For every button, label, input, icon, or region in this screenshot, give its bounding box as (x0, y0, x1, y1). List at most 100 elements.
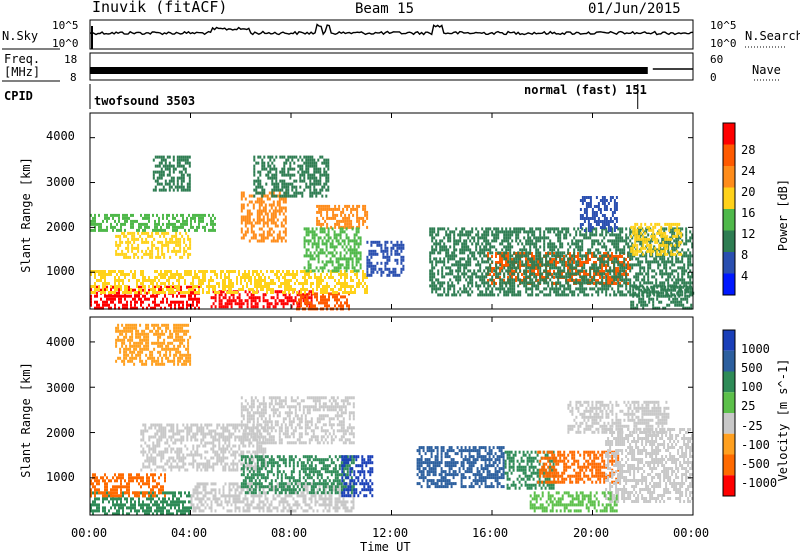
noise-sky-line (89, 23, 694, 36)
x-tick-label-4: 16:00 (472, 526, 509, 540)
x-tick-label-3: 12:00 (372, 526, 409, 540)
power-y-tick-4000: 4000 (46, 129, 75, 143)
power-colorbar-swatch-2 (723, 230, 735, 252)
velocity-region-8 (504, 450, 557, 490)
power-region-15 (366, 240, 405, 277)
velocity-cbar-tick-1: 500 (741, 361, 763, 375)
velocity-data-cells (90, 323, 694, 516)
freq-band (90, 67, 648, 74)
noise-search-label: N.Search (745, 29, 800, 43)
x-tick-label-5: 20:00 (573, 526, 610, 540)
power-region-9 (253, 155, 330, 198)
freq-left-tick-top: 18 (64, 53, 78, 66)
power-colorbar-swatch-0 (723, 273, 735, 295)
beam-title: Beam 15 (355, 1, 415, 17)
power-colorbar-frame (722, 122, 736, 296)
power-region-5 (240, 191, 287, 243)
x-tick-label-6: 00:00 (673, 526, 710, 540)
cpid-mode-1: twofsound 3503 (94, 94, 196, 108)
velocity-region-13 (529, 491, 618, 513)
velocity-colorbar-swatch-7 (723, 475, 735, 496)
velocity-cbar-tick-3: 25 (741, 399, 756, 413)
velocity-cbar-tick-6: -500 (741, 457, 770, 471)
power-region-7 (90, 213, 216, 232)
noise-right-tick-top: 10^5 (710, 19, 737, 32)
power-region-4 (115, 231, 192, 259)
velocity-region-1 (90, 473, 166, 498)
velocity-region-7 (416, 446, 505, 489)
velocity-colorbar-swatch-2 (723, 371, 735, 393)
velocity-y-tick-2000: 2000 (46, 426, 75, 440)
power-cbar-label: Power [dB] (776, 178, 790, 252)
velocity-cbar-tick-0: 1000 (741, 342, 770, 356)
noise-panel-frame (89, 19, 694, 50)
power-region-6 (316, 204, 369, 229)
velocity-region-11 (567, 400, 670, 434)
velocity-region-6 (341, 455, 374, 498)
freq-panel-frame (89, 52, 694, 81)
velocity-region-12 (115, 323, 192, 366)
freq-label-line2: [MHz] (4, 65, 41, 79)
velocity-region-5 (240, 455, 355, 495)
power-cbar-tick-0: 4 (741, 269, 749, 283)
cpid-label: CPID (4, 89, 33, 103)
power-region-12 (429, 227, 694, 297)
power-cbar-tick-4: 20 (741, 185, 756, 199)
velocity-cbar-tick-4: -25 (741, 419, 763, 433)
power-region-2 (296, 292, 350, 311)
power-y-label: Slant Range [km] (19, 157, 33, 273)
x-axis-label: Time UT (360, 540, 411, 554)
power-region-3 (90, 270, 368, 294)
velocity-colorbar-swatch-1 (723, 350, 735, 372)
date-title: 01/Jun/2015 (588, 1, 681, 17)
power-colorbar-swatch-1 (723, 252, 735, 274)
velocity-y-tick-1000: 1000 (46, 470, 75, 484)
power-cbar-tick-1: 8 (741, 248, 749, 262)
power-colorbar-swatch-3 (723, 209, 735, 231)
velocity-cbar-label: Velocity [m s^-1] (776, 358, 790, 482)
velocity-y-label: Slant Range [km] (19, 362, 33, 478)
power-y-tick-1000: 1000 (46, 264, 75, 278)
power-colorbar-swatch-4 (723, 187, 735, 209)
freq-right-tick-top: 60 (710, 53, 724, 66)
noise-left-tick-bottom: 10^0 (52, 37, 79, 50)
velocity-y-tick-3000: 3000 (46, 381, 75, 395)
power-colorbar-swatch-6 (723, 144, 735, 166)
velocity-colorbar-swatch-4 (723, 413, 735, 434)
power-region-8 (152, 155, 191, 192)
x-tick-label-1: 04:00 (171, 526, 208, 540)
power-colorbar-swatch-5 (723, 166, 735, 188)
x-tick-label-2: 08:00 (271, 526, 308, 540)
velocity-region-3 (140, 423, 267, 472)
velocity-colorbar-swatch-0 (723, 330, 735, 351)
velocity-colorbar-frame (722, 329, 736, 497)
velocity-cbar-tick-5: -100 (741, 438, 770, 452)
power-colorbar-swatch-7 (723, 123, 735, 145)
power-region-16 (630, 285, 695, 310)
power-cbar-tick-3: 16 (741, 206, 756, 220)
velocity-cbar-tick-7: -1000 (741, 476, 778, 490)
power-cbar-tick-6: 28 (741, 143, 756, 157)
noise-sky-label: N.Sky (2, 29, 39, 43)
power-region-10 (303, 227, 362, 273)
power-cbar-tick-5: 24 (741, 164, 756, 178)
power-cbar-tick-2: 12 (741, 227, 756, 241)
velocity-colorbar-swatch-6 (723, 454, 735, 476)
velocity-region-10 (605, 428, 694, 503)
velocity-colorbar-swatch-3 (723, 392, 735, 413)
velocity-y-tick-4000: 4000 (46, 335, 75, 349)
station-title: Inuvik (fitACF) (92, 0, 228, 16)
velocity-cbar-tick-2: 100 (741, 380, 763, 394)
power-y-tick-3000: 3000 (46, 175, 75, 189)
cpid-mode-2: normal (fast) 151 (524, 83, 647, 97)
power-region-13 (630, 222, 683, 256)
power-region-14 (579, 196, 618, 232)
x-tick-label-0: 00:00 (71, 526, 108, 540)
freq-label-line1: Freq. (4, 52, 41, 66)
noise-left-tick-top: 10^5 (52, 19, 79, 32)
noise-right-tick-bottom: 10^0 (710, 37, 737, 50)
freq-right-tick-bottom: 0 (710, 71, 717, 84)
nave-label: Nave (752, 63, 781, 77)
velocity-colorbar-swatch-5 (723, 433, 735, 455)
